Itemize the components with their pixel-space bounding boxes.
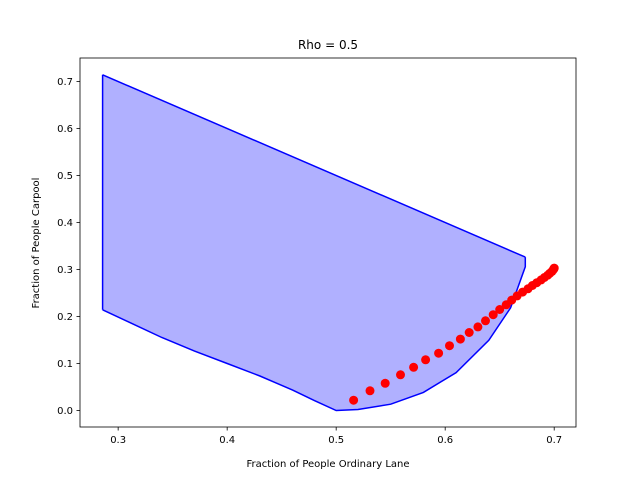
scatter-point [464, 328, 474, 337]
x-tick-label: 0.6 [437, 435, 453, 446]
y-axis-label: Fraction of People Carpool [31, 178, 42, 309]
scatter-point [349, 395, 359, 405]
scatter-point [455, 334, 465, 344]
x-axis-ticks: 0.3 0.4 0.5 0.6 0.7 [110, 427, 562, 446]
scatter-point [365, 386, 375, 396]
scatter-point [434, 348, 444, 358]
scatter-series [349, 263, 559, 405]
x-axis-label: Fraction of People Ordinary Lane [246, 459, 409, 470]
scatter-point [488, 310, 498, 320]
axes-frame [79, 57, 577, 428]
y-tick-label: 0.4 [57, 218, 73, 229]
scatter-point [421, 355, 431, 365]
y-tick-label: 0.5 [57, 171, 73, 182]
scatter-point [396, 370, 405, 380]
x-tick-label: 0.5 [328, 435, 344, 446]
scatter-point [495, 305, 505, 314]
scatter-point [481, 316, 490, 326]
feasible-region-lower-boundary [102, 257, 527, 412]
feasible-region-fill [102, 74, 526, 411]
scatter-point [380, 378, 390, 388]
y-tick-label: 0.3 [57, 265, 73, 276]
feasible-region-upper-boundary [102, 74, 526, 258]
y-axis-ticks: 0.0 0.1 0.2 0.3 0.4 0.5 0.6 0.7 [57, 77, 80, 417]
plot-area [101, 74, 559, 412]
scatter-point [549, 263, 559, 273]
y-tick-label: 0.6 [57, 124, 73, 135]
y-tick-label: 0.0 [57, 406, 73, 417]
chart-title: Rho = 0.5 [298, 38, 358, 52]
y-tick-label: 0.1 [57, 359, 73, 370]
x-tick-label: 0.4 [219, 435, 235, 446]
scatter-point [445, 341, 454, 351]
y-tick-label: 0.2 [57, 312, 73, 323]
scatter-point [409, 362, 419, 372]
x-tick-label: 0.7 [546, 435, 562, 446]
scatter-point [473, 322, 483, 332]
y-tick-label: 0.7 [57, 77, 73, 88]
x-tick-label: 0.3 [110, 435, 126, 446]
